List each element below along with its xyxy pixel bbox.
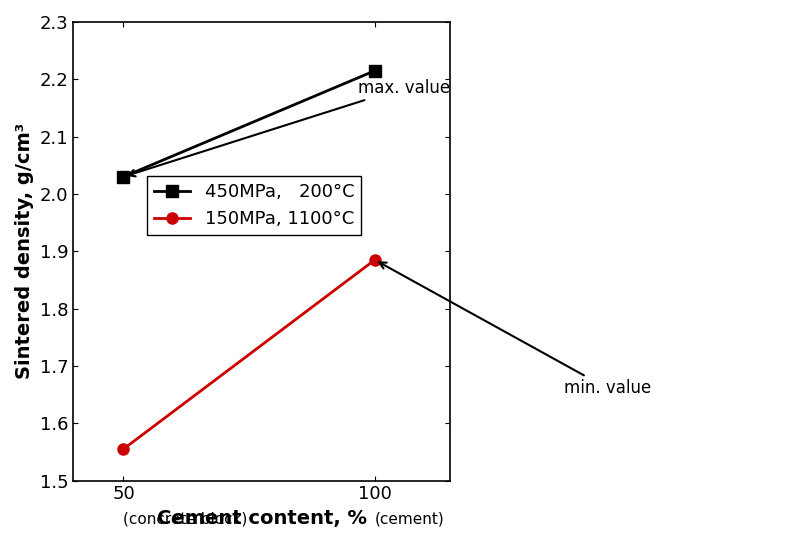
Text: (concrete block): (concrete block) <box>124 511 248 526</box>
Text: (cement): (cement) <box>375 511 445 526</box>
Y-axis label: Sintered density, g/cm³: Sintered density, g/cm³ <box>15 123 34 380</box>
450MPa,   200°C <box>370 67 380 74</box>
Line: 150MPa, 1100°C: 150MPa, 1100°C <box>118 254 381 454</box>
450MPa,   200°C <box>119 174 128 180</box>
150MPa, 1100°C <box>119 446 128 452</box>
Text: min. value: min. value <box>379 262 651 397</box>
Text: max. value: max. value <box>128 79 450 176</box>
150MPa, 1100°C <box>370 257 380 263</box>
Legend: 450MPa,   200°C, 150MPa, 1100°C: 450MPa, 200°C, 150MPa, 1100°C <box>147 176 362 235</box>
X-axis label: Cement content, %: Cement content, % <box>157 509 366 528</box>
Line: 450MPa,   200°C: 450MPa, 200°C <box>118 65 381 182</box>
